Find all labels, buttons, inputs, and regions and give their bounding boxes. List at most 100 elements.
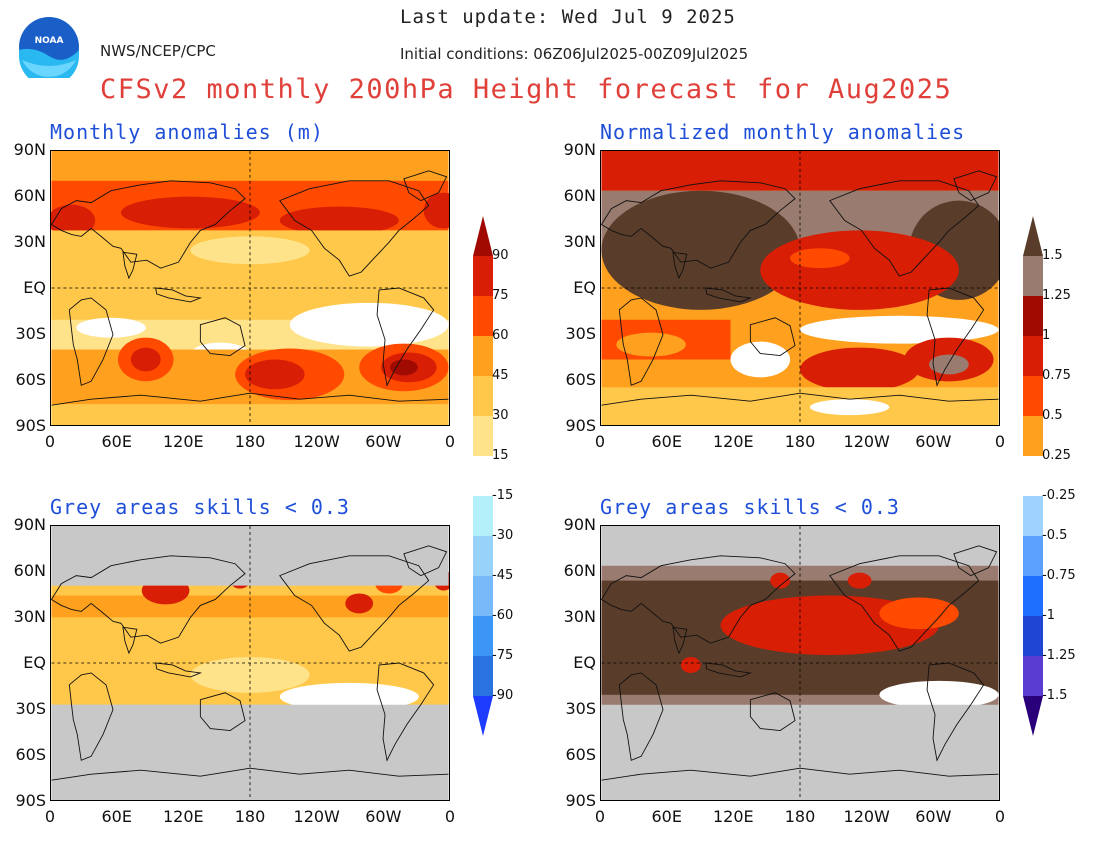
colorbar-tick-label: -1.5 [1042,688,1068,703]
lon-tick-label: 180 [784,807,816,826]
lon-tick-label: 120W [293,807,340,826]
anomaly-region [423,192,449,229]
coastline [926,662,985,762]
lon-tick-label: 60E [651,432,682,451]
coastline [199,317,246,356]
panel-title-bottom-right: Grey areas skills < 0.3 [600,495,900,519]
colorbar-segment [473,656,493,696]
colorbar-tick-label: -15 [492,488,514,503]
lon-tick-label: 120E [712,807,754,826]
anomaly-region [929,354,969,375]
colorbar-tick-label: 45 [492,368,509,383]
org-label: NWS/NCEP/CPC [100,42,216,60]
colorbar-tick-label: 0.5 [1042,408,1063,423]
lon-tick-label: 120W [293,432,340,451]
coastline [68,672,114,761]
colorbar-tick-label: -30 [492,528,514,543]
anomaly-region [289,302,449,347]
anomaly-region [760,230,959,310]
anomaly-region [51,204,96,237]
coastline [51,767,449,781]
lat-tick-label: 90S [15,791,46,810]
anomaly-region [245,359,305,390]
lon-tick-label: 120E [162,807,204,826]
lon-tick-label: 0 [994,432,1006,451]
page-title: CFSv2 monthly 200hPa Height forecast for… [100,74,953,105]
colorbar-neutral-segment [473,456,493,496]
coastline [829,555,980,652]
colorbar-tick-label: -0.25 [1042,488,1076,503]
coastline [749,692,796,731]
coastline [122,251,138,280]
lat-tick-label: EQ [573,278,596,297]
colorbar-segment [1023,576,1043,616]
lat-tick-label: 30N [13,607,46,626]
lat-tick-label: 60S [565,745,596,764]
svg-text:NOAA: NOAA [35,36,64,46]
colorbar-tick-label: -90 [492,688,514,703]
colorbar-tick-label: 0.25 [1042,448,1071,463]
coastline [749,317,796,356]
coastline [155,662,203,678]
colorbar-tick-label: 90 [492,248,509,263]
coastline [705,662,753,678]
coastline [705,287,753,303]
coastline [51,555,246,644]
coastline [279,555,430,652]
colorbar-tick-label: -75 [492,648,514,663]
lon-tick-label: 60E [651,807,682,826]
lat-tick-label: 30S [15,699,46,718]
lat-tick-label: 60S [15,745,46,764]
colorbar-tick-label: 75 [492,288,509,303]
lat-tick-label: 60N [13,186,46,205]
anomaly-region [879,597,959,630]
anomaly-region [809,399,890,416]
coastline [601,555,796,644]
coastline [601,767,999,781]
anomaly-region [616,332,686,357]
lon-tick-label: 0 [444,432,456,451]
coastline [618,297,664,386]
coastline [51,180,246,269]
colorbar-tick-label: -45 [492,568,514,583]
coastline [403,170,448,202]
colorbar-segment [473,416,493,456]
colorbar-segment [1023,496,1043,536]
coastline [953,545,998,577]
anomaly-region [120,196,260,229]
lon-tick-label: 0 [594,807,606,826]
coastline [122,626,138,655]
lat-tick-label: EQ [23,278,46,297]
lon-tick-label: 0 [594,432,606,451]
coastline [672,626,688,655]
coastline [68,297,114,386]
colorbar-tick-label: 15 [492,448,509,463]
lat-tick-label: 30S [15,324,46,343]
colorbar-neutral-segment [1023,456,1043,496]
colorbar-top-arrow [473,216,493,256]
anomaly-region [879,680,999,709]
panel-title-bottom-left: Grey areas skills < 0.3 [50,495,350,519]
colorbar-tick-label: 1.5 [1042,248,1063,263]
anomaly-region [190,236,310,265]
anomaly-map [50,150,450,426]
colorbar-segment [1023,656,1043,696]
colorbar-segment [1023,616,1043,656]
anomaly-region [730,341,791,378]
colorbar-bottom-arrow [473,696,493,736]
colorbar-segment [1023,376,1043,416]
coastline [953,170,998,202]
lat-tick-label: 90S [15,416,46,435]
anomaly-region [790,248,850,269]
normalized-anomaly-map [600,150,1000,426]
coastline [601,392,999,406]
colorbar-segment [473,496,493,536]
anomaly-region [130,347,161,372]
lon-tick-label: 120W [843,432,890,451]
lat-tick-label: EQ [573,653,596,672]
lat-tick-label: 30S [565,324,596,343]
coastline [672,251,688,280]
lat-tick-label: 60N [563,186,596,205]
lon-tick-label: 120E [712,432,754,451]
anomaly-region [279,682,419,711]
